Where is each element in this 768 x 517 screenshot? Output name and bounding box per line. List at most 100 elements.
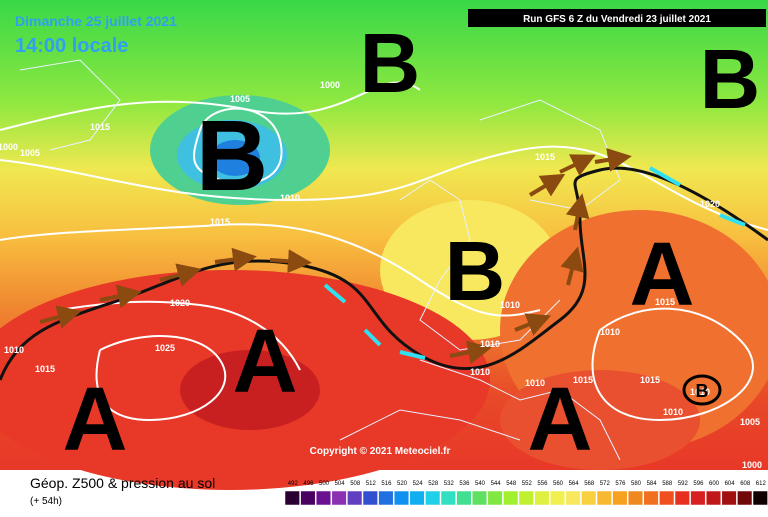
- pressure-labels: 1000100510151005100010101015102010251015…: [0, 80, 762, 470]
- copyright: Copyright © 2021 Meteociel.fr: [310, 446, 451, 457]
- pressure-label: 1015: [655, 297, 675, 307]
- scale-swatch: [721, 490, 737, 506]
- center-letter: B: [360, 16, 421, 110]
- scale-label: 600: [709, 481, 720, 487]
- pressure-label: 1000: [320, 80, 340, 90]
- pressure-label: 1010: [480, 339, 500, 349]
- scale-swatch: [347, 490, 363, 506]
- pressure-label: 1015: [90, 122, 110, 132]
- scale-label: 560: [553, 481, 564, 487]
- center-letter: A: [63, 370, 128, 470]
- scale-swatch: [705, 490, 722, 506]
- pressure-label: 1010: [500, 300, 520, 310]
- pressure-label: 1010: [470, 367, 490, 377]
- center-letter: A: [630, 225, 695, 325]
- pressure-label: 1015: [640, 375, 660, 385]
- scale-label: 552: [522, 481, 533, 487]
- scale-swatch: [393, 490, 410, 506]
- pressure-centers: B BBB AAA A B: [63, 16, 761, 470]
- pressure-label: 1015: [210, 217, 230, 227]
- center-letter: B: [696, 381, 709, 401]
- scale-swatch: [362, 490, 378, 506]
- scale-label: 596: [693, 481, 704, 487]
- center-letter: A: [233, 312, 298, 412]
- date: Dimanche 25 juillet 2021: [15, 13, 177, 29]
- scale-label: 524: [413, 481, 424, 487]
- center-letter: A: [528, 370, 593, 470]
- scale-label: 512: [366, 481, 377, 487]
- center-letter: B: [196, 100, 268, 212]
- scale-swatch: [315, 490, 332, 506]
- pressure-label: 1000: [742, 460, 762, 470]
- scale-label: 520: [397, 481, 408, 487]
- scale-swatch: [456, 490, 472, 506]
- scale-swatch: [409, 490, 425, 506]
- scale-label: 492: [288, 481, 299, 487]
- scale-label: 528: [428, 481, 439, 487]
- pressure-label: 1015: [573, 375, 593, 385]
- scale-label: 540: [475, 481, 486, 487]
- scale-swatch: [503, 490, 519, 506]
- pressure-label: 1010: [4, 345, 24, 355]
- scale-swatch: [534, 490, 550, 506]
- scale-label: 604: [725, 481, 736, 487]
- scale-swatch: [643, 490, 659, 506]
- jet-arrows-warm: [39, 148, 632, 365]
- footer-title: Géop. Z500 & pression au sol: [30, 475, 215, 491]
- time: 14:00 locale: [15, 35, 128, 57]
- scale-label: 592: [678, 481, 689, 487]
- scale-label: 608: [740, 481, 751, 487]
- scale-swatch: [659, 490, 675, 506]
- scale-label: 612: [756, 481, 767, 487]
- scale-label: 564: [569, 481, 580, 487]
- scale-label: 580: [631, 481, 642, 487]
- pressure-label: 1000: [0, 142, 18, 152]
- scale-swatch: [425, 490, 441, 506]
- scale-label: 496: [303, 481, 314, 487]
- scale-swatch: [518, 490, 534, 506]
- scale-swatch: [674, 490, 690, 506]
- scale-swatch: [300, 490, 316, 506]
- pressure-label: 1010: [280, 193, 300, 203]
- scale-label: 532: [444, 481, 455, 487]
- pressure-label: 1025: [155, 343, 175, 353]
- scale-swatch: [596, 490, 612, 506]
- scale-swatch: [284, 490, 300, 506]
- scale-swatch: [752, 490, 768, 506]
- run: Run GFS 6 Z du Vendredi 23 juillet 2021: [523, 14, 711, 25]
- scale-label: 584: [647, 481, 658, 487]
- scale-swatch: [331, 490, 347, 506]
- scale-label: 572: [600, 481, 611, 487]
- pressure-label: 1020: [170, 298, 190, 308]
- color-scale: 492 496 500 504 508 512 516 520 524 528 532 536 540 5…: [284, 481, 768, 506]
- scale-label: 508: [350, 481, 361, 487]
- scale-swatch: [627, 490, 644, 506]
- scale-swatch: [690, 490, 706, 506]
- scale-label: 500: [319, 481, 330, 487]
- scale-swatch: [487, 490, 503, 506]
- scale-swatch: [549, 490, 566, 506]
- pressure-label: 1005: [20, 148, 40, 158]
- scale-label: 504: [335, 481, 346, 487]
- center-ring: [682, 374, 722, 406]
- scale-swatch: [471, 490, 488, 506]
- footer-subtitle: (+ 54h): [30, 496, 62, 507]
- scale-label: 588: [662, 481, 673, 487]
- scale-swatch: [440, 490, 456, 506]
- pressure-label: 1005: [740, 417, 760, 427]
- scale-label: 556: [537, 481, 548, 487]
- scale-label: 516: [381, 481, 392, 487]
- scale-label: 536: [459, 481, 470, 487]
- scale-label: 544: [491, 481, 502, 487]
- center-letter: B: [700, 32, 761, 126]
- scale-label: 548: [506, 481, 517, 487]
- scale-label: 568: [584, 481, 595, 487]
- pressure-label: 1010: [600, 327, 620, 337]
- scale-swatch: [565, 490, 581, 506]
- center-letter: B: [445, 224, 506, 318]
- scale-label: 576: [615, 481, 626, 487]
- pressure-label: 1020: [700, 199, 720, 209]
- pressure-label: 1015: [535, 152, 555, 162]
- pressure-label: 1015: [35, 364, 55, 374]
